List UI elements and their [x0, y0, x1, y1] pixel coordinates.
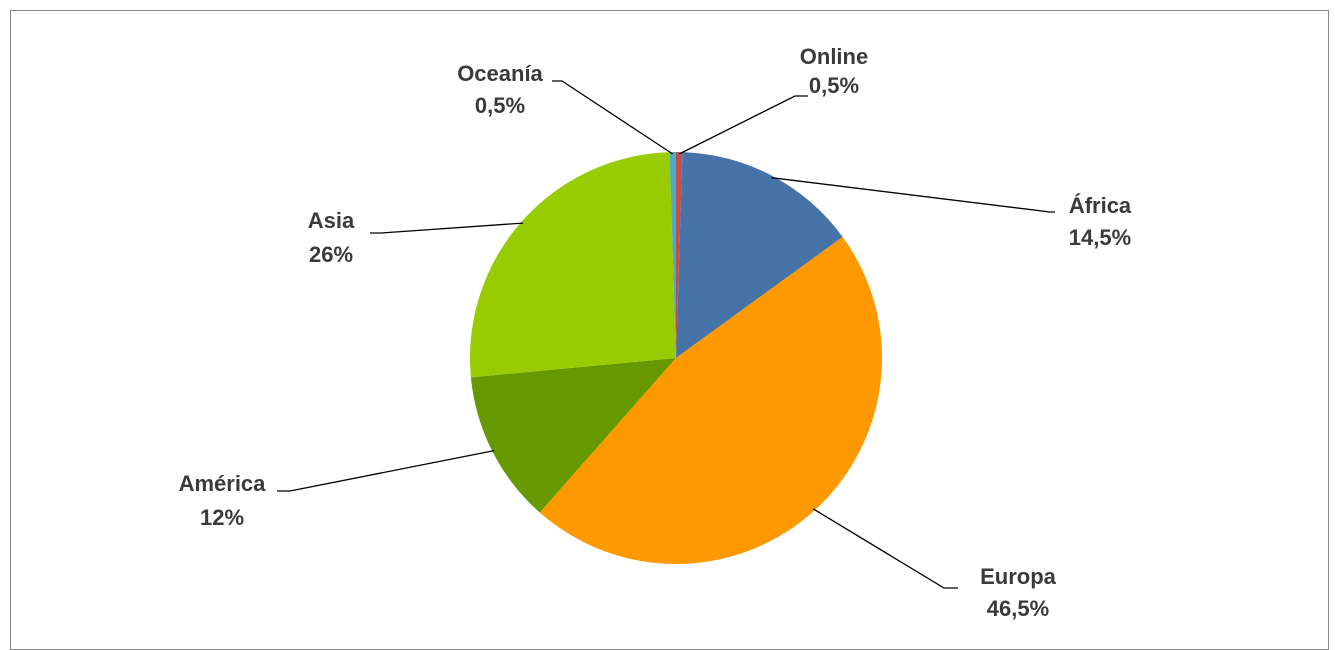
- pie-slice-online: [676, 152, 683, 358]
- label-name-online: Online: [800, 44, 868, 69]
- pie-slice-europa: [539, 236, 882, 564]
- leader-lines: [277, 80, 1055, 589]
- pie-slice-asia: [469, 152, 676, 378]
- label-value-oceania: 0,5%: [475, 93, 525, 118]
- pie-slice-africa: [676, 152, 843, 358]
- pie-slice-america: [470, 358, 676, 513]
- label-value-america: 12%: [200, 505, 244, 530]
- slice-labels: Online 0,5% África 14,5% Europa 46,5% Am…: [179, 44, 1132, 621]
- pie-slices: [469, 152, 882, 564]
- label-value-europa: 46,5%: [987, 596, 1049, 621]
- label-value-online: 0,5%: [809, 73, 859, 98]
- label-value-africa: 14,5%: [1069, 225, 1131, 250]
- leader-line-america: [277, 449, 495, 492]
- label-name-asia: Asia: [308, 208, 355, 233]
- label-name-oceania: Oceanía: [457, 61, 543, 86]
- label-name-america: América: [179, 471, 267, 496]
- leader-line-online: [678, 95, 808, 155]
- label-name-africa: África: [1069, 193, 1132, 218]
- pie-slice-oceania: [669, 152, 676, 358]
- leader-line-africa: [771, 177, 1055, 213]
- leader-line-asia: [370, 222, 524, 234]
- leader-line-europa: [812, 508, 958, 589]
- leader-line-oceania: [552, 80, 674, 155]
- label-name-europa: Europa: [980, 564, 1057, 589]
- label-value-asia: 26%: [309, 242, 353, 267]
